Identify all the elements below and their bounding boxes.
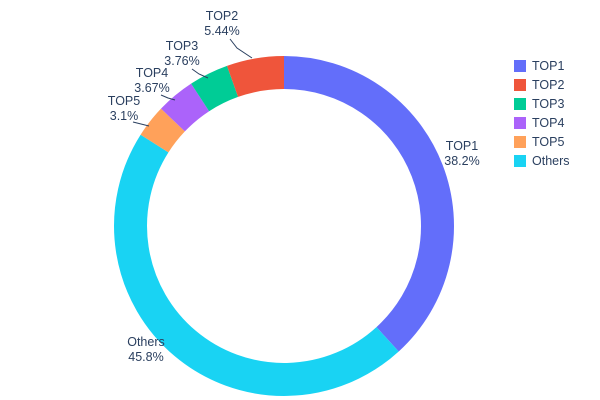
label-line-TOP3 [191, 68, 209, 79]
slice-value-TOP2: 5.44% [204, 24, 239, 38]
legend-item-Others[interactable]: Others [514, 151, 570, 170]
legend: TOP1 TOP2 TOP3 TOP4 TOP5 Others [514, 56, 570, 170]
slice-label-TOP5: TOP5 [108, 94, 140, 108]
slice-value-TOP5: 3.1% [110, 109, 139, 123]
legend-label-TOP1: TOP1 [532, 58, 565, 73]
slice-value-TOP3: 3.76% [164, 54, 199, 68]
slice-label-TOP1: TOP1 [446, 139, 478, 153]
slice-label-TOP4: TOP4 [136, 66, 168, 80]
pie-slice-TOP2 [226, 56, 285, 98]
legend-item-TOP3[interactable]: TOP3 [514, 94, 570, 113]
pie-slice-TOP5 [140, 108, 186, 153]
legend-swatch-TOP1 [514, 59, 526, 72]
legend-label-TOP5: TOP5 [532, 134, 565, 149]
slice-value-TOP4: 3.67% [134, 81, 169, 95]
legend-item-TOP2[interactable]: TOP2 [514, 75, 570, 94]
pie-slice-TOP4 [161, 83, 210, 132]
slice-value-Others: 45.8% [128, 350, 163, 364]
label-line-TOP4 [160, 94, 176, 101]
label-line-TOP5 [132, 121, 150, 127]
legend-label-TOP3: TOP3 [532, 96, 565, 111]
legend-label-Others: Others [532, 153, 570, 168]
legend-swatch-TOP4 [514, 116, 526, 129]
legend-item-TOP5[interactable]: TOP5 [514, 132, 570, 151]
legend-swatch-Others [514, 154, 526, 167]
slice-label-Others: Others [127, 335, 165, 349]
pie-slice-TOP1 [283, 56, 454, 352]
pie-slice-Others [114, 134, 399, 396]
legend-item-TOP1[interactable]: TOP1 [514, 56, 570, 75]
legend-swatch-TOP3 [514, 97, 526, 110]
legend-label-TOP4: TOP4 [532, 115, 565, 130]
legend-label-TOP2: TOP2 [532, 77, 565, 92]
slice-label-TOP2: TOP2 [206, 9, 238, 23]
slice-label-TOP3: TOP3 [166, 39, 198, 53]
legend-swatch-TOP2 [514, 78, 526, 91]
label-line-TOP2 [229, 38, 253, 59]
slice-value-TOP1: 38.2% [444, 154, 479, 168]
pie-slice-TOP3 [191, 65, 239, 112]
legend-item-TOP4[interactable]: TOP4 [514, 113, 570, 132]
legend-swatch-TOP5 [514, 135, 526, 148]
